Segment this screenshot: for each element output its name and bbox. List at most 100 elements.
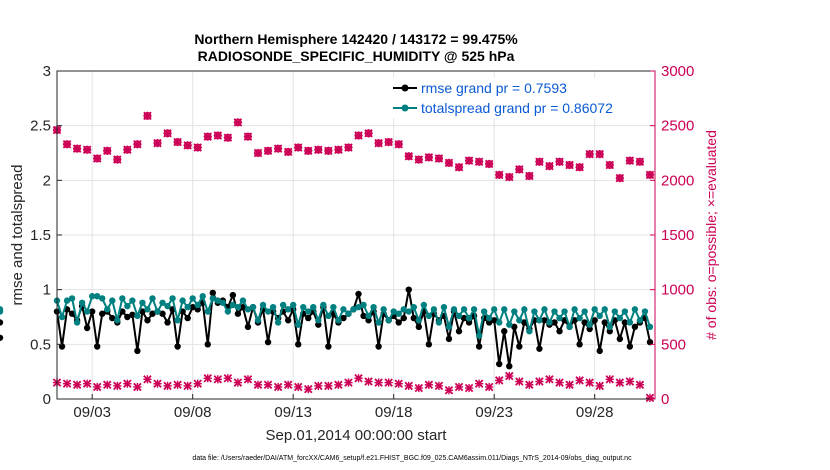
- y-tick-label-right: 1000: [661, 282, 694, 299]
- rmse-point: [159, 310, 166, 317]
- rmse-point: [485, 319, 493, 326]
- totalspread-point: [259, 301, 267, 309]
- obs-possible-marker: [424, 153, 434, 162]
- x-tick-label: 09/28: [576, 404, 614, 421]
- rmse-point: [239, 303, 247, 311]
- rmse-point: [606, 328, 613, 335]
- obs-possible-marker: [595, 149, 604, 159]
- obs-evaluated-marker: [163, 381, 172, 391]
- totalspread-point: [450, 306, 458, 313]
- legend-marker-spread: [401, 104, 409, 112]
- obs-possible-marker: [314, 145, 323, 154]
- obs-possible-marker: [293, 143, 303, 152]
- obs-evaluated-marker: [243, 375, 253, 384]
- totalspread-point: [355, 303, 362, 311]
- totalspread-point: [335, 317, 342, 324]
- obs-possible-marker: [163, 129, 172, 138]
- totalspread-point: [365, 312, 372, 320]
- obs-possible-marker: [223, 133, 233, 142]
- obs-possible-marker: [555, 157, 564, 166]
- obs-possible-marker: [605, 160, 615, 170]
- totalspread-point: [330, 303, 337, 311]
- x-tick-label: 09/23: [475, 404, 513, 421]
- obs-evaluated-marker: [334, 380, 343, 390]
- totalspread-point: [385, 317, 392, 324]
- totalspread-point: [78, 299, 86, 306]
- totalspread-point: [596, 312, 603, 320]
- obs-evaluated-marker: [92, 382, 102, 392]
- rmse-point: [631, 323, 639, 331]
- rmse-point: [174, 343, 181, 350]
- obs-possible-marker: [183, 141, 192, 150]
- obs-possible-marker: [304, 146, 313, 156]
- obs-possible-marker: [454, 162, 464, 172]
- rmse-point: [536, 345, 543, 352]
- obs-possible-marker: [243, 132, 253, 141]
- totalspread-point: [531, 308, 538, 315]
- obs-evaluated-marker: [123, 379, 132, 388]
- totalspread-point: [445, 323, 453, 331]
- legend-box: [386, 78, 648, 118]
- totalspread-point: [345, 310, 352, 317]
- totalspread-point: [229, 301, 237, 309]
- obs-possible-marker: [444, 158, 454, 168]
- rmse-point: [460, 314, 468, 322]
- obs-evaluated-marker: [374, 378, 383, 387]
- obs-evaluated-marker: [173, 380, 182, 390]
- obs-evaluated-marker: [384, 378, 393, 387]
- totalspread-point: [581, 308, 588, 315]
- totalspread-point: [249, 303, 257, 311]
- totalspread-point: [234, 303, 242, 311]
- x-tick-label: 09/18: [375, 404, 413, 421]
- rmse-point: [571, 317, 578, 324]
- totalspread-point: [109, 297, 116, 304]
- rmse-point: [415, 323, 423, 331]
- rmse-point: [99, 310, 106, 317]
- totalspread-point: [315, 317, 322, 324]
- totalspread-point: [430, 306, 438, 313]
- obs-count-markers: [52, 111, 655, 403]
- obs-possible-marker: [575, 162, 584, 172]
- rmse-point: [586, 325, 593, 333]
- obs-evaluated-marker: [595, 381, 604, 391]
- obs-evaluated-marker: [525, 380, 534, 390]
- obs-possible-marker: [263, 146, 273, 156]
- obs-possible-marker: [203, 132, 212, 141]
- totalspread-point: [496, 319, 503, 326]
- rmse-point: [325, 343, 332, 350]
- obs-possible-marker: [82, 145, 92, 154]
- totalspread-point: [400, 306, 407, 313]
- totalspread-point: [465, 314, 473, 322]
- totalspread-point: [224, 308, 232, 315]
- totalspread-point: [244, 306, 252, 313]
- totalspread-point: [360, 301, 367, 309]
- y-tick-label-right: 3000: [661, 63, 694, 80]
- rmse-point: [616, 335, 624, 343]
- totalspread-point: [601, 306, 608, 313]
- chart-title-line2: RADIOSONDE_SPECIFIC_HUMIDITY @ 525 hPa: [198, 48, 515, 64]
- totalspread-point: [410, 303, 417, 311]
- totalspread-point: [114, 317, 121, 324]
- rmse-point: [621, 319, 629, 326]
- rmse-point: [455, 328, 463, 335]
- totalspread-point: [475, 332, 483, 339]
- totalspread-point: [611, 308, 618, 315]
- obs-evaluated-marker: [565, 380, 574, 390]
- rmse-point: [556, 328, 563, 335]
- rmse-point: [144, 317, 151, 324]
- axis-ticks: 0 0.5 1 1.5 2 2.5 3 0 500 1000 1500 2000 2500 3000 09/…: [30, 63, 694, 421]
- totalspread-point: [536, 317, 543, 324]
- rmse-point: [496, 360, 503, 368]
- totalspread-point: [189, 295, 196, 302]
- rmse-point: [164, 319, 171, 326]
- rmse-point: [521, 319, 528, 326]
- rmse-point: [355, 290, 362, 298]
- y-axis-label-right: # of obs: o=possible; ×=evaluated: [703, 130, 719, 340]
- obs-possible-marker: [484, 159, 494, 169]
- totalspread-point: [561, 308, 568, 315]
- obs-evaluated-marker: [615, 378, 625, 387]
- rmse-point: [490, 317, 498, 324]
- totalspread-point: [154, 308, 161, 315]
- totalspread-point: [239, 297, 247, 304]
- obs-evaluated-marker: [575, 376, 584, 385]
